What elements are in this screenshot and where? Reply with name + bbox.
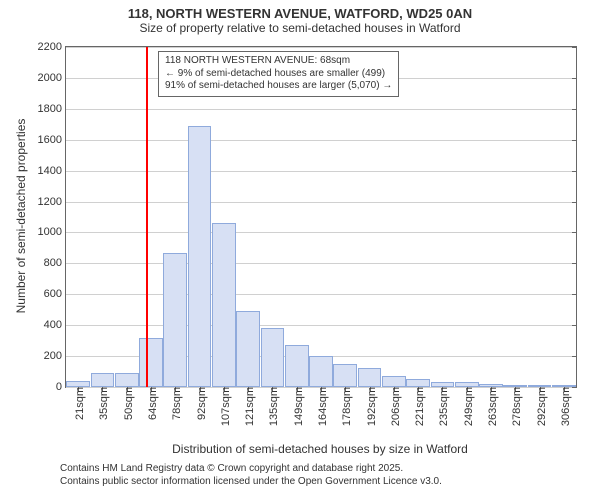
- x-tick-label: 235sqm: [434, 387, 450, 426]
- x-tick-label: 135sqm: [264, 387, 280, 426]
- x-tick-label: 178sqm: [337, 387, 353, 426]
- histogram-bar: [163, 253, 187, 387]
- histogram-bar: [382, 376, 406, 387]
- x-tick-label: 21sqm: [70, 387, 86, 420]
- y-tick-label: 1400: [38, 165, 66, 177]
- y-axis-label: Number of semi-detached properties: [14, 119, 28, 314]
- x-tick-label: 35sqm: [94, 387, 110, 420]
- x-tick-label: 278sqm: [507, 387, 523, 426]
- grid-line: [66, 325, 576, 326]
- y-tick-label: 0: [56, 381, 66, 393]
- x-tick-label: 306sqm: [556, 387, 572, 426]
- x-tick-label: 249sqm: [459, 387, 475, 426]
- histogram-bar: [212, 223, 236, 387]
- x-tick-label: 292sqm: [532, 387, 548, 426]
- histogram-bar: [406, 379, 430, 387]
- grid-line: [66, 109, 576, 110]
- x-tick-label: 149sqm: [289, 387, 305, 426]
- annotation-line-1: 118 NORTH WESTERN AVENUE: 68sqm: [165, 55, 392, 68]
- y-tick-label: 200: [44, 350, 66, 362]
- chart-area: 118 NORTH WESTERN AVENUE: 68sqm ← 9% of …: [0, 0, 600, 500]
- x-tick-label: 107sqm: [216, 387, 232, 426]
- histogram-bar: [91, 373, 115, 387]
- histogram-bar: [333, 364, 357, 387]
- annotation-line-3: 91% of semi-detached houses are larger (…: [165, 80, 392, 93]
- y-tick-label: 1600: [38, 134, 66, 146]
- x-tick-label: 64sqm: [143, 387, 159, 420]
- histogram-bar: [236, 311, 260, 387]
- x-axis-label: Distribution of semi-detached houses by …: [65, 442, 575, 456]
- footer-attribution: Contains HM Land Registry data © Crown c…: [60, 462, 442, 488]
- x-tick-label: 164sqm: [313, 387, 329, 426]
- footer-line-2: Contains public sector information licen…: [60, 475, 442, 488]
- plot-area: 118 NORTH WESTERN AVENUE: 68sqm ← 9% of …: [65, 46, 577, 388]
- highlight-line: [146, 47, 148, 387]
- y-tick-label: 1800: [38, 103, 66, 115]
- x-tick-label: 121sqm: [240, 387, 256, 426]
- y-tick-label: 400: [44, 319, 66, 331]
- histogram-bar: [309, 356, 333, 387]
- grid-line: [66, 47, 576, 48]
- y-tick-label: 2200: [38, 41, 66, 53]
- histogram-bar: [261, 328, 285, 387]
- grid-line: [66, 171, 576, 172]
- x-tick-label: 221sqm: [410, 387, 426, 426]
- grid-line: [66, 294, 576, 295]
- annotation-box: 118 NORTH WESTERN AVENUE: 68sqm ← 9% of …: [158, 51, 399, 97]
- grid-line: [66, 263, 576, 264]
- histogram-bar: [285, 345, 309, 387]
- annotation-line-2: ← 9% of semi-detached houses are smaller…: [165, 68, 392, 81]
- grid-line: [66, 140, 576, 141]
- x-tick-label: 50sqm: [119, 387, 135, 420]
- histogram-bar: [358, 368, 382, 387]
- grid-line: [66, 232, 576, 233]
- x-tick-label: 92sqm: [192, 387, 208, 420]
- y-tick-label: 1200: [38, 196, 66, 208]
- y-tick-label: 1000: [38, 226, 66, 238]
- grid-line: [66, 202, 576, 203]
- histogram-bar: [139, 338, 163, 387]
- x-tick-label: 192sqm: [362, 387, 378, 426]
- x-tick-label: 78sqm: [167, 387, 183, 420]
- footer-line-1: Contains HM Land Registry data © Crown c…: [60, 462, 442, 475]
- histogram-bar: [188, 126, 212, 387]
- y-tick-label: 800: [44, 257, 66, 269]
- histogram-bar: [115, 373, 139, 387]
- x-tick-label: 263sqm: [483, 387, 499, 426]
- y-tick-label: 2000: [38, 72, 66, 84]
- y-tick-label: 600: [44, 288, 66, 300]
- chart-page: { "title": "118, NORTH WESTERN AVENUE, W…: [0, 0, 600, 500]
- x-tick-label: 206sqm: [386, 387, 402, 426]
